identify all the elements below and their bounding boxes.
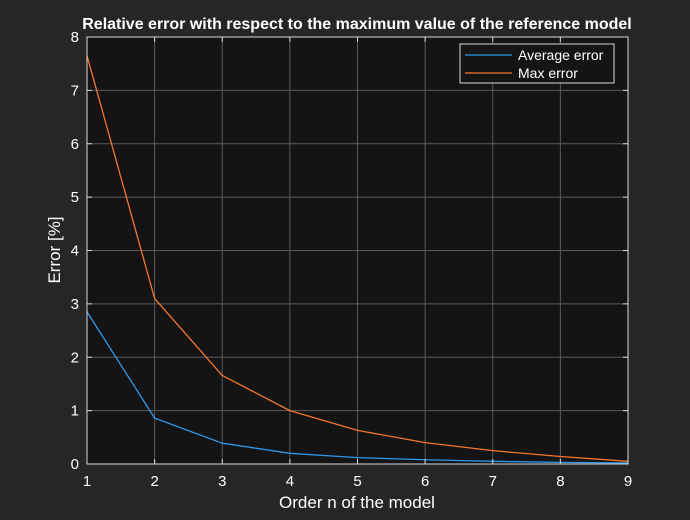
x-tick-label: 3 xyxy=(218,473,226,490)
y-axis-label: Error [%] xyxy=(45,216,64,283)
y-tick-label: 8 xyxy=(71,29,79,46)
y-tick-label: 6 xyxy=(71,136,79,153)
series-line-max-error xyxy=(86,55,629,462)
chart-title: Relative error with respect to the maxim… xyxy=(82,16,632,33)
x-tick-label: 9 xyxy=(624,473,632,490)
legend-label-average-error: Average error xyxy=(518,47,604,63)
x-axis-label: Order n of the model xyxy=(279,493,435,512)
data-series xyxy=(86,55,629,464)
legend-label-max-error: Max error xyxy=(518,65,578,81)
y-tick-label: 5 xyxy=(71,189,79,206)
y-tick-label: 0 xyxy=(71,456,79,473)
series-line-average-error xyxy=(86,311,629,464)
y-tick-label: 1 xyxy=(71,403,79,420)
x-tick-label: 5 xyxy=(353,473,361,490)
x-tick-label: 6 xyxy=(421,473,429,490)
y-tick-label: 3 xyxy=(71,296,79,313)
x-tick-label: 8 xyxy=(556,473,564,490)
x-tick-label: 7 xyxy=(489,473,497,490)
x-tick-label: 1 xyxy=(83,473,91,490)
x-tick-label: 4 xyxy=(286,473,294,490)
x-tick-label: 2 xyxy=(150,473,158,490)
y-tick-label: 7 xyxy=(71,82,79,99)
grid-lines xyxy=(87,37,628,464)
y-tick-label: 2 xyxy=(71,349,79,366)
legend-box xyxy=(459,43,615,84)
y-tick-label: 4 xyxy=(71,243,79,260)
legend: Average error Max error xyxy=(459,43,615,84)
